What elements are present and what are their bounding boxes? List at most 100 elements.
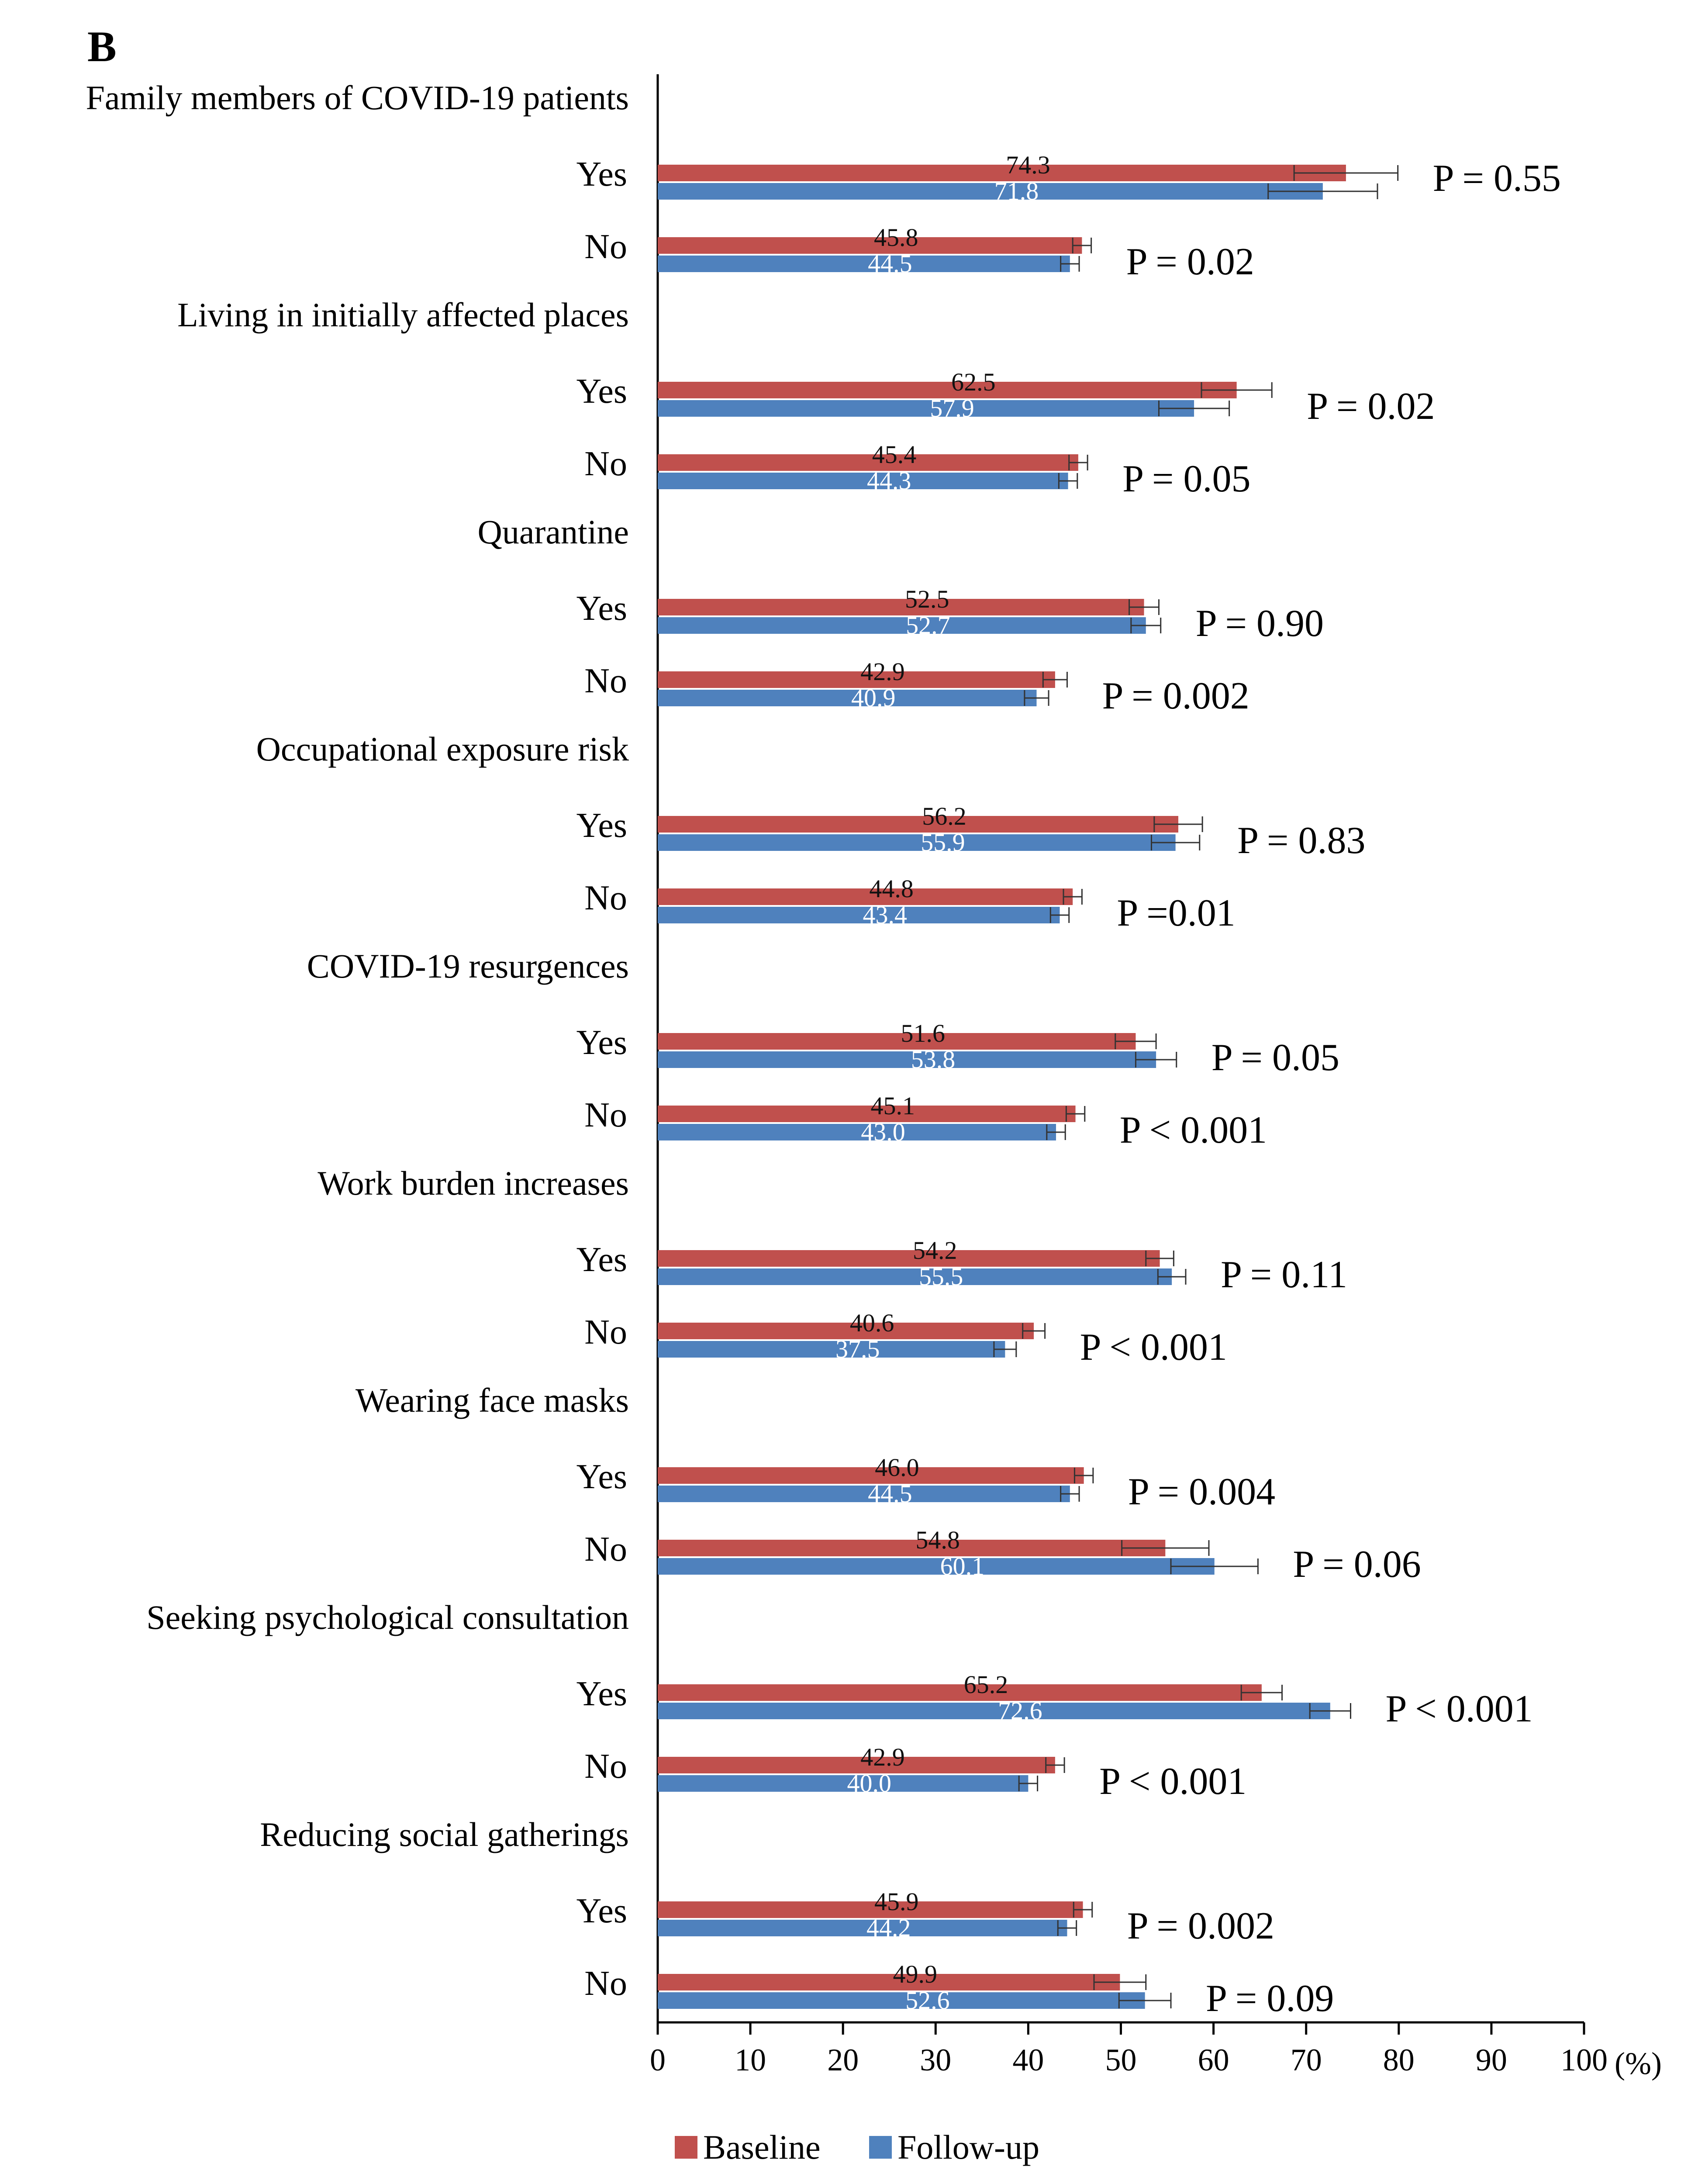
bar-follow-up-quarantine-yes	[658, 617, 1146, 634]
error-bar-baseline-quarantine-no	[1042, 672, 1068, 688]
error-bar-follow-up-covid-19-resurgences-no	[1046, 1124, 1066, 1140]
data-label-baseline-wearing-face-masks-no: 54.8	[915, 1526, 960, 1554]
x-tick-label-0: 0	[650, 2042, 666, 2077]
bar-follow-up-wearing-face-masks-yes	[658, 1486, 1070, 1502]
data-label-baseline-occupational-exposure-risk-yes: 56.2	[922, 802, 966, 830]
error-bar-baseline-covid-19-resurgences-yes	[1115, 1033, 1157, 1049]
bar-baseline-reducing-social-gatherings-yes	[658, 1901, 1083, 1918]
error-bar-follow-up-living-in-initially-affected-places-no	[1058, 473, 1078, 489]
bar-follow-up-family-members-of-covid-19-patients-no	[658, 256, 1070, 272]
category-label-reducing-social-gatherings-no: No	[584, 1964, 627, 2003]
x-tick-label-70: 70	[1291, 2042, 1322, 2077]
bar-baseline-living-in-initially-affected-places-yes	[658, 382, 1237, 398]
data-label-baseline-work-burden-increases-no: 40.6	[850, 1309, 894, 1337]
group-title-living-in-initially-affected-places: Living in initially affected places	[177, 296, 629, 334]
error-bar-follow-up-seeking-psychological-consultation-yes	[1309, 1703, 1352, 1719]
data-label-follow-up-seeking-psychological-consultation-yes: 72.6	[998, 1697, 1042, 1725]
error-bar-follow-up-wearing-face-masks-yes	[1060, 1486, 1080, 1502]
error-bar-follow-up-reducing-social-gatherings-yes	[1057, 1920, 1077, 1936]
data-label-follow-up-work-burden-increases-yes: 55.5	[919, 1262, 963, 1291]
p-value-quarantine-yes: P = 0.90	[1196, 602, 1324, 645]
data-label-follow-up-covid-19-resurgences-no: 43.0	[861, 1118, 905, 1146]
data-label-baseline-family-members-of-covid-19-patients-no: 45.8	[874, 223, 918, 252]
x-tick-label-40: 40	[1012, 2042, 1044, 2077]
data-label-follow-up-work-burden-increases-no: 37.5	[835, 1335, 880, 1363]
data-label-follow-up-occupational-exposure-risk-no: 43.4	[863, 901, 908, 929]
error-bar-follow-up-work-burden-increases-no	[993, 1341, 1017, 1357]
error-bar-follow-up-occupational-exposure-risk-yes	[1150, 835, 1201, 850]
error-bar-follow-up-wearing-face-masks-no	[1170, 1559, 1259, 1574]
legend: Baseline Follow-up	[675, 2128, 1039, 2166]
data-label-follow-up-reducing-social-gatherings-no: 52.6	[905, 1986, 950, 2015]
p-value-reducing-social-gatherings-yes: P = 0.002	[1127, 1905, 1274, 1947]
bar-follow-up-covid-19-resurgences-yes	[658, 1051, 1156, 1068]
error-bar-follow-up-living-in-initially-affected-places-yes	[1158, 401, 1230, 416]
bar-baseline-living-in-initially-affected-places-no	[658, 454, 1078, 471]
error-bar-follow-up-work-burden-increases-yes	[1157, 1269, 1187, 1285]
data-label-baseline-seeking-psychological-consultation-yes: 65.2	[964, 1670, 1008, 1699]
bar-baseline-occupational-exposure-risk-yes	[658, 816, 1179, 833]
data-label-follow-up-seeking-psychological-consultation-no: 40.0	[847, 1769, 891, 1797]
p-value-covid-19-resurgences-yes: P = 0.05	[1211, 1037, 1339, 1079]
error-bar-baseline-reducing-social-gatherings-no	[1093, 1974, 1147, 1990]
category-label-wearing-face-masks-yes: Yes	[576, 1458, 627, 1496]
category-label-living-in-initially-affected-places-yes: Yes	[576, 372, 627, 411]
bar-follow-up-reducing-social-gatherings-no	[658, 1992, 1145, 2009]
error-bar-baseline-reducing-social-gatherings-yes	[1073, 1902, 1093, 1918]
category-label-occupational-exposure-risk-yes: Yes	[576, 806, 627, 845]
category-label-family-members-of-covid-19-patients-yes: Yes	[576, 155, 627, 194]
bar-follow-up-living-in-initially-affected-places-no	[658, 473, 1068, 489]
category-label-wearing-face-masks-no: No	[584, 1530, 627, 1569]
category-label-occupational-exposure-risk-no: No	[584, 879, 627, 917]
x-tick-label-100: 100	[1560, 2042, 1608, 2077]
data-label-baseline-living-in-initially-affected-places-no: 45.4	[872, 440, 917, 469]
x-tick-label-20: 20	[827, 2042, 859, 2077]
error-bar-baseline-living-in-initially-affected-places-no	[1068, 455, 1088, 470]
group-title-reducing-social-gatherings: Reducing social gatherings	[260, 1815, 629, 1853]
bar-follow-up-work-burden-increases-no	[658, 1341, 1005, 1358]
bar-baseline-covid-19-resurgences-yes	[658, 1033, 1136, 1050]
error-bar-baseline-wearing-face-masks-no	[1121, 1540, 1210, 1556]
error-bar-baseline-occupational-exposure-risk-no	[1063, 889, 1083, 905]
bar-baseline-family-members-of-covid-19-patients-yes	[658, 165, 1346, 181]
p-value-wearing-face-masks-yes: P = 0.004	[1128, 1471, 1275, 1513]
bar-follow-up-covid-19-resurgences-no	[658, 1124, 1056, 1140]
data-label-baseline-reducing-social-gatherings-no: 49.9	[893, 1960, 937, 1988]
data-label-baseline-living-in-initially-affected-places-yes: 62.5	[951, 368, 996, 396]
group-title-work-burden-increases: Work burden increases	[318, 1164, 629, 1202]
error-bar-follow-up-quarantine-no	[1024, 690, 1049, 706]
legend-label-baseline: Baseline	[703, 2128, 821, 2166]
error-bar-baseline-wearing-face-masks-yes	[1073, 1468, 1094, 1483]
data-label-baseline-family-members-of-covid-19-patients-yes: 74.3	[1006, 151, 1050, 179]
error-bar-follow-up-seeking-psychological-consultation-no	[1018, 1776, 1039, 1791]
p-value-covid-19-resurgences-no: P < 0.001	[1120, 1109, 1267, 1151]
bar-baseline-wearing-face-masks-yes	[658, 1467, 1084, 1484]
bar-baseline-work-burden-increases-no	[658, 1323, 1034, 1339]
category-label-family-members-of-covid-19-patients-no: No	[584, 228, 627, 266]
error-bar-baseline-covid-19-resurgences-no	[1065, 1106, 1086, 1122]
category-label-living-in-initially-affected-places-no: No	[584, 445, 627, 483]
category-label-work-burden-increases-no: No	[584, 1313, 627, 1351]
p-value-living-in-initially-affected-places-no: P = 0.05	[1122, 458, 1250, 500]
bar-follow-up-family-members-of-covid-19-patients-yes	[658, 183, 1323, 200]
bar-baseline-quarantine-yes	[658, 599, 1144, 615]
x-tick-label-30: 30	[920, 2042, 951, 2077]
x-tick-label-60: 60	[1198, 2042, 1229, 2077]
legend-swatch-baseline	[675, 2136, 697, 2159]
error-bar-follow-up-occupational-exposure-risk-no	[1049, 907, 1070, 923]
data-label-baseline-covid-19-resurgences-no: 45.1	[871, 1092, 915, 1120]
p-value-family-members-of-covid-19-patients-yes: P = 0.55	[1433, 157, 1561, 200]
legend-swatch-follow-up	[869, 2136, 892, 2159]
bar-follow-up-wearing-face-masks-no	[658, 1558, 1215, 1575]
bar-follow-up-quarantine-no	[658, 690, 1037, 706]
plot-area: 0 10 20 30 40 50 60 70 80 90 100 (%) Family members …	[86, 74, 1662, 2081]
p-value-work-burden-increases-yes: P = 0.11	[1221, 1254, 1347, 1296]
group-title-covid-19-resurgences: COVID-19 resurgences	[307, 947, 629, 985]
p-value-wearing-face-masks-no: P = 0.06	[1293, 1543, 1421, 1586]
bar-follow-up-reducing-social-gatherings-yes	[658, 1920, 1067, 1936]
bar-follow-up-occupational-exposure-risk-no	[658, 907, 1060, 923]
data-label-follow-up-family-members-of-covid-19-patients-no: 44.5	[868, 249, 912, 278]
bar-baseline-family-members-of-covid-19-patients-no	[658, 237, 1082, 254]
p-value-quarantine-no: P = 0.002	[1102, 675, 1249, 717]
category-label-covid-19-resurgences-no: No	[584, 1096, 627, 1134]
